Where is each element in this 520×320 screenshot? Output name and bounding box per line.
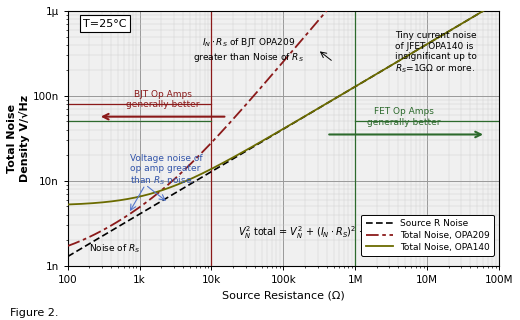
Text: Figure 2.: Figure 2. [10,308,59,318]
Y-axis label: Total Noise
Density V/√Hz: Total Noise Density V/√Hz [7,95,30,182]
Text: Tiny current noise
of JFET OPA140 is
insignificant up to
$R_S$=1GΩ or more.: Tiny current noise of JFET OPA140 is ins… [395,31,477,76]
Text: FET Op Amps
generally better: FET Op Amps generally better [367,108,441,127]
Legend: Source R Noise, Total Noise, OPA209, Total Noise, OPA140: Source R Noise, Total Noise, OPA209, Tot… [361,215,495,256]
X-axis label: Source Resistance (Ω): Source Resistance (Ω) [222,290,345,300]
Text: T=25°C: T=25°C [83,19,126,28]
Text: $V_N^2$ total = $V_N^2$ + ($I_N \cdot R_S)^2$ + 4k$TR_S$: $V_N^2$ total = $V_N^2$ + ($I_N \cdot R_… [238,225,400,242]
Text: Voltage noise of
op amp greater
than $R_S$ noise.: Voltage noise of op amp greater than $R_… [131,154,203,187]
Text: BJT Op Amps
generally better: BJT Op Amps generally better [126,90,199,109]
Text: Noise of $R_S$: Noise of $R_S$ [89,243,141,255]
Text: $I_N \cdot R_S$ of BJT OPA209
greater than Noise of $R_S$: $I_N \cdot R_S$ of BJT OPA209 greater th… [193,36,304,64]
